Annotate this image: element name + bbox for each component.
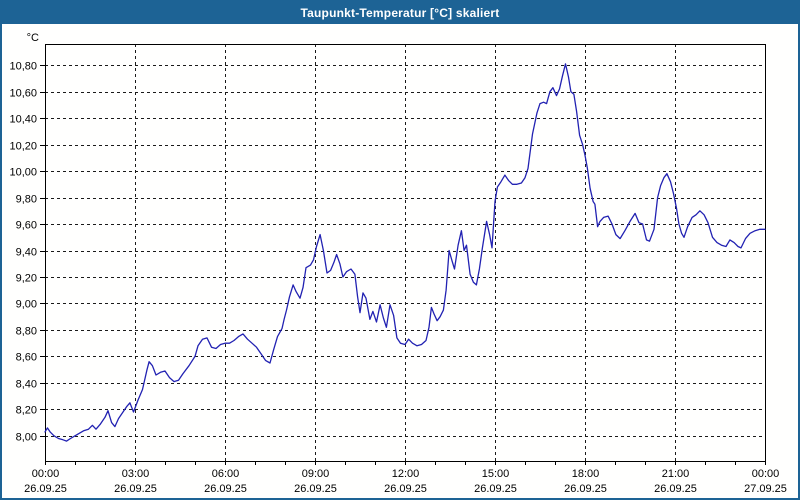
svg-text:9,40: 9,40 xyxy=(16,247,37,259)
svg-text:8,00: 8,00 xyxy=(16,432,37,444)
svg-text:10,60: 10,60 xyxy=(9,88,37,100)
axes xyxy=(40,44,766,465)
x-date-label: 26.09.25 xyxy=(384,483,427,495)
series-line xyxy=(44,63,766,442)
x-time-label: 00:00 xyxy=(752,468,780,480)
svg-text:8,80: 8,80 xyxy=(16,326,37,338)
y-unit-label: °C xyxy=(27,32,39,44)
svg-text:8,20: 8,20 xyxy=(16,405,37,417)
x-date-label: 26.09.25 xyxy=(474,483,517,495)
svg-text:10,20: 10,20 xyxy=(9,141,37,153)
x-time-label: 03:00 xyxy=(122,468,150,480)
x-date-label: 26.09.25 xyxy=(204,483,247,495)
svg-text:9,60: 9,60 xyxy=(16,220,37,232)
svg-text:9,20: 9,20 xyxy=(16,273,37,285)
x-time-label: 18:00 xyxy=(572,468,600,480)
y-axis-labels: 8,00 8,20 8,40 8,60 8,80 9,00 9,20 9,40 9,60 9,80… xyxy=(9,32,39,444)
x-date-label: 26.09.25 xyxy=(114,483,157,495)
svg-text:8,40: 8,40 xyxy=(16,379,37,391)
x-date-label: 26.09.25 xyxy=(564,483,607,495)
x-time-label: 15:00 xyxy=(482,468,510,480)
x-time-label: 09:00 xyxy=(302,468,330,480)
x-time-label: 06:00 xyxy=(212,468,240,480)
window-title: Taupunkt-Temperatur [°C] skaliert xyxy=(300,6,500,20)
x-date-label: 26.09.25 xyxy=(654,483,697,495)
x-date-label: 26.09.25 xyxy=(24,483,67,495)
svg-text:10,80: 10,80 xyxy=(9,61,37,73)
window-titlebar: Taupunkt-Temperatur [°C] skaliert xyxy=(2,2,798,24)
svg-text:10,00: 10,00 xyxy=(9,167,37,179)
svg-text:10,40: 10,40 xyxy=(9,114,37,126)
x-date-label: 27.09.25 xyxy=(744,483,787,495)
x-time-label: 00:00 xyxy=(32,468,60,480)
svg-text:9,80: 9,80 xyxy=(16,194,37,206)
x-time-label: 21:00 xyxy=(662,468,690,480)
x-time-label: 12:00 xyxy=(392,468,420,480)
x-date-label: 26.09.25 xyxy=(294,483,337,495)
x-axis-labels: 00:00 26.09.25 03:00 26.09.25 06:00 26.09.25 0… xyxy=(24,468,787,495)
gridlines xyxy=(45,44,765,461)
svg-text:9,00: 9,00 xyxy=(16,299,37,311)
svg-text:8,60: 8,60 xyxy=(16,352,37,364)
